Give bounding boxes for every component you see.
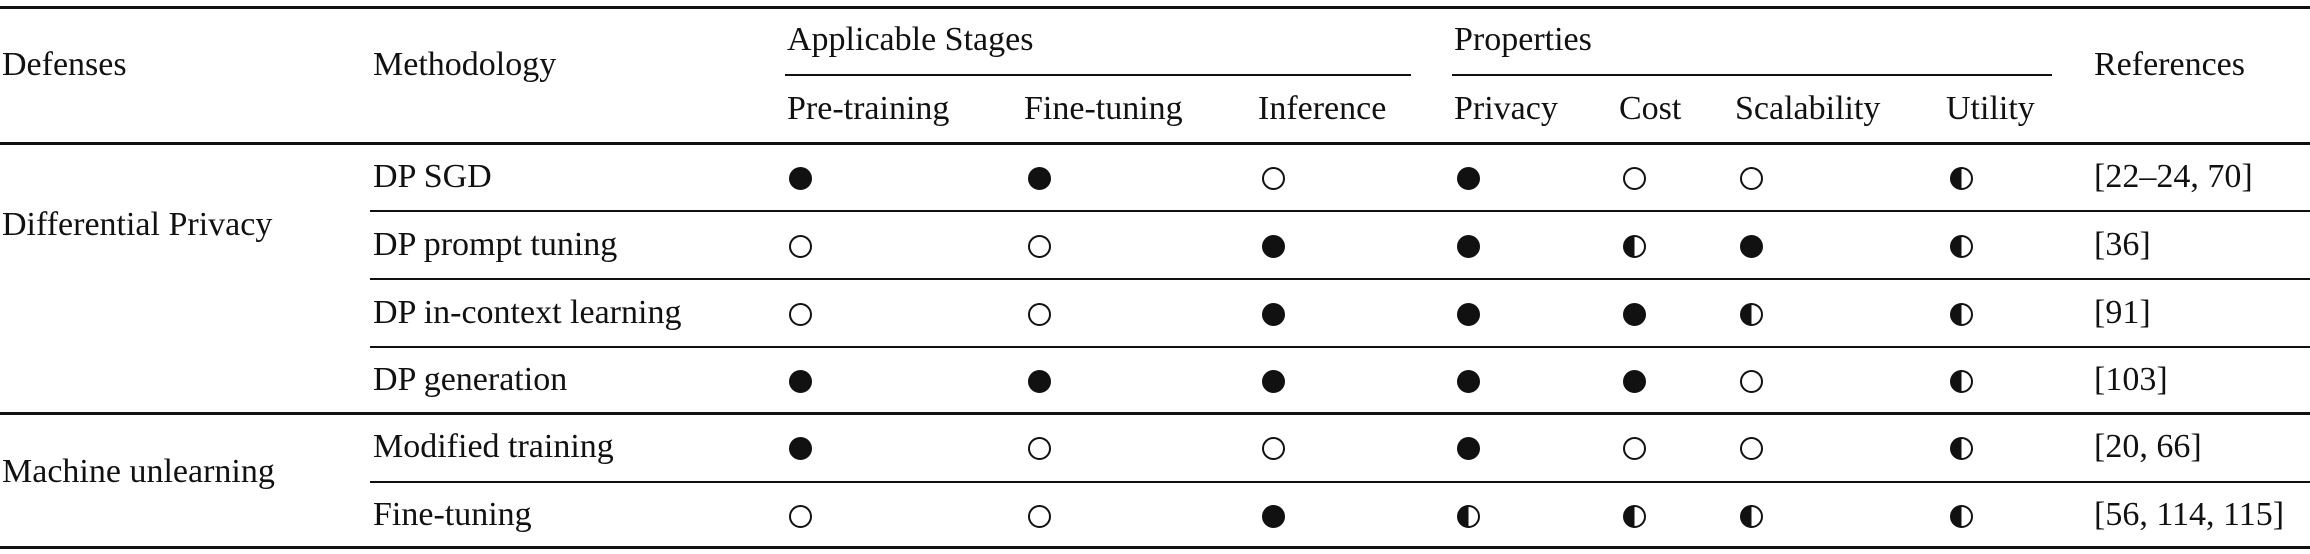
group-separator-rule (0, 412, 2310, 415)
privacy-marker (1457, 437, 1480, 460)
scalability-marker (1740, 235, 1763, 258)
header-cost: Cost (1619, 90, 1682, 127)
pre-training-marker (789, 235, 812, 258)
cost-marker (1623, 235, 1646, 258)
methodology-cell: Fine-tuning (373, 496, 532, 533)
inference-marker (1262, 167, 1285, 190)
cost-marker (1623, 167, 1646, 190)
header-applicable-stages: Applicable Stages (787, 21, 1034, 58)
scalability-marker (1740, 303, 1763, 326)
fine-tuning-marker (1028, 167, 1051, 190)
scalability-marker (1740, 167, 1763, 190)
pre-training-marker (789, 505, 812, 528)
scalability-marker (1740, 505, 1763, 528)
references-cell: [22–24, 70] (2094, 158, 2253, 195)
inference-marker (1262, 235, 1285, 258)
cost-marker (1623, 370, 1646, 393)
pre-training-marker (789, 437, 812, 460)
pre-training-marker (789, 303, 812, 326)
pre-training-marker (789, 370, 812, 393)
header-scalability: Scalability (1735, 90, 1881, 127)
header-bottom-rule (0, 142, 2310, 145)
header-fine-tuning: Fine-tuning (1024, 90, 1183, 127)
utility-marker (1950, 235, 1973, 258)
row-rule-3 (370, 346, 2310, 348)
header-utility: Utility (1946, 90, 2035, 127)
row-rule-1 (370, 210, 2310, 212)
methodology-cell: DP prompt tuning (373, 226, 618, 263)
references-cell: [91] (2094, 294, 2151, 331)
methodology-cell: DP SGD (373, 158, 492, 195)
utility-marker (1950, 370, 1973, 393)
privacy-marker (1457, 505, 1480, 528)
header-properties: Properties (1454, 21, 1592, 58)
fine-tuning-marker (1028, 370, 1051, 393)
cost-marker (1623, 303, 1646, 326)
privacy-marker (1457, 370, 1480, 393)
scalability-marker (1740, 370, 1763, 393)
utility-marker (1950, 505, 1973, 528)
utility-marker (1950, 303, 1973, 326)
references-cell: [56, 114, 115] (2094, 496, 2285, 533)
methodology-cell: DP in-context learning (373, 294, 682, 331)
references-cell: [20, 66] (2094, 428, 2202, 465)
header-pre-training: Pre-training (787, 90, 950, 127)
top-rule (0, 6, 2310, 9)
scalability-marker (1740, 437, 1763, 460)
cost-marker (1623, 437, 1646, 460)
inference-marker (1262, 437, 1285, 460)
utility-marker (1950, 167, 1973, 190)
methodology-cell: DP generation (373, 361, 568, 398)
inference-marker (1262, 505, 1285, 528)
privacy-marker (1457, 167, 1480, 190)
cost-marker (1623, 505, 1646, 528)
fine-tuning-marker (1028, 437, 1051, 460)
utility-marker (1950, 437, 1973, 460)
pre-training-marker (789, 167, 812, 190)
stages-group-rule (785, 74, 1411, 76)
row-rule-5 (370, 481, 2310, 483)
inference-marker (1262, 370, 1285, 393)
fine-tuning-marker (1028, 505, 1051, 528)
fine-tuning-marker (1028, 235, 1051, 258)
group-label-differential-privacy: Differential Privacy (2, 206, 273, 243)
header-references: References (2094, 46, 2246, 83)
privacy-marker (1457, 235, 1480, 258)
methodology-cell: Modified training (373, 428, 614, 465)
privacy-marker (1457, 303, 1480, 326)
properties-group-rule (1452, 74, 2052, 76)
row-rule-2 (370, 278, 2310, 280)
header-defenses: Defenses (2, 46, 127, 83)
header-inference: Inference (1258, 90, 1387, 127)
fine-tuning-marker (1028, 303, 1051, 326)
header-methodology: Methodology (373, 46, 557, 83)
bottom-rule (0, 546, 2310, 549)
references-cell: [103] (2094, 361, 2168, 398)
header-privacy: Privacy (1454, 90, 1558, 127)
group-label-machine-unlearning: Machine unlearning (2, 453, 275, 490)
inference-marker (1262, 303, 1285, 326)
references-cell: [36] (2094, 226, 2151, 263)
